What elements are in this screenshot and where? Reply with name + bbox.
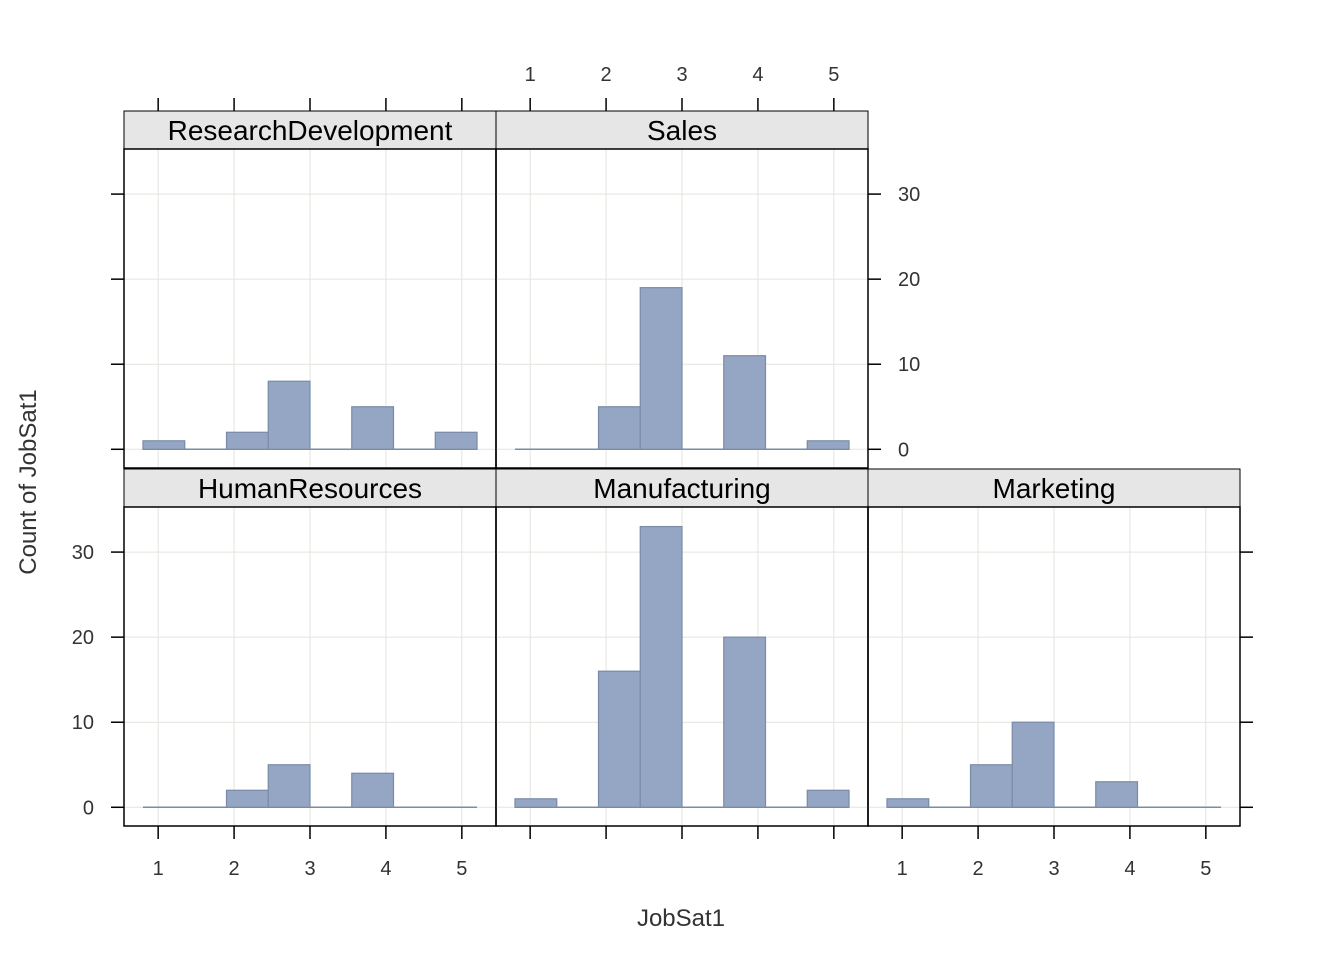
strip-Manufacturing	[495, 468, 869, 508]
panel-ResearchDevelopment: ResearchDevelopment	[111, 98, 497, 469]
strip-label: Marketing	[993, 473, 1116, 504]
x-tick-label: 2	[229, 858, 240, 880]
bar	[225, 431, 269, 450]
bar	[639, 287, 683, 450]
bar	[142, 440, 186, 450]
bar	[1095, 781, 1139, 808]
strip-label: Manufacturing	[593, 473, 770, 504]
panel-Marketing: Marketing 1 2 3 4 5	[867, 468, 1253, 880]
bar	[806, 440, 850, 450]
x-tick-label: 1	[153, 858, 164, 880]
x-tick-label: 5	[828, 64, 839, 86]
bar	[267, 380, 311, 450]
y-tick-label: 0	[898, 439, 909, 461]
y-axis-title: Count of JobSat1	[15, 389, 42, 574]
bar	[969, 764, 1013, 808]
bar	[597, 670, 641, 808]
bar	[723, 355, 767, 450]
x-tick-label: 1	[897, 858, 908, 880]
x-tick-label: 1	[525, 64, 536, 86]
bar	[1011, 721, 1055, 808]
y-tick-label: 30	[898, 184, 920, 206]
bar	[351, 772, 395, 808]
x-tick-label: 4	[752, 64, 763, 86]
x-tick-label: 4	[380, 858, 391, 880]
bar	[514, 798, 558, 808]
panel-border	[495, 148, 869, 469]
y-tick-label: 0	[83, 797, 94, 819]
strip-label: Sales	[647, 115, 717, 146]
bar	[723, 636, 767, 808]
y-tick-label: 10	[72, 712, 94, 734]
x-tick-label: 5	[456, 858, 467, 880]
bar	[806, 789, 850, 808]
y-tick-label: 20	[72, 627, 94, 649]
x-tick-label: 2	[973, 858, 984, 880]
x-tick-label: 2	[601, 64, 612, 86]
bar	[267, 764, 311, 808]
strip-label: ResearchDevelopment	[168, 115, 453, 146]
bar	[434, 431, 478, 450]
strip-label: HumanResources	[198, 473, 422, 504]
panel-HumanResources: HumanResources 1 2 3 4 5 0 10 20 30	[72, 468, 497, 880]
x-axis-title: JobSat1	[637, 905, 725, 932]
strip-Marketing	[867, 468, 1241, 508]
x-tick-label: 5	[1200, 858, 1211, 880]
bar	[639, 525, 683, 808]
x-tick-label: 3	[676, 64, 687, 86]
bar	[597, 406, 641, 450]
x-tick-label: 3	[1048, 858, 1059, 880]
bar	[351, 406, 395, 450]
panel-Sales: Sales 1 2 3 4 5 0 10 20 30	[495, 64, 920, 469]
y-tick-label: 30	[72, 542, 94, 564]
bar	[886, 798, 930, 808]
y-tick-label: 10	[898, 354, 920, 376]
bar	[225, 789, 269, 808]
strip-HumanResources	[123, 468, 497, 508]
panel-Manufacturing: Manufacturing	[495, 468, 869, 839]
y-tick-label: 20	[898, 269, 920, 291]
strip-ResearchDevelopment	[123, 110, 497, 150]
x-tick-label: 4	[1124, 858, 1135, 880]
x-tick-label: 3	[304, 858, 315, 880]
